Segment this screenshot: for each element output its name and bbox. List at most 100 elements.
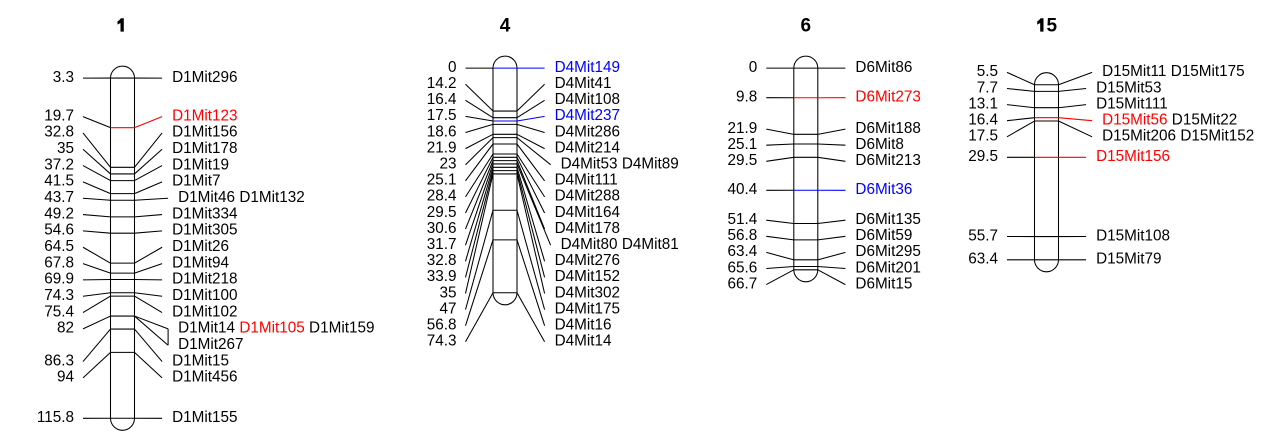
svg-text:33.9: 33.9 [427, 268, 457, 285]
svg-text:D6Mit59: D6Mit59 [855, 227, 912, 244]
svg-text:86.3: 86.3 [44, 352, 74, 369]
svg-text:D15Mit79: D15Mit79 [1096, 251, 1161, 268]
svg-text:D4Mit276: D4Mit276 [555, 252, 620, 269]
svg-text:D6Mit201: D6Mit201 [855, 259, 920, 276]
svg-text:94: 94 [57, 369, 75, 386]
svg-text:D4Mit111: D4Mit111 [555, 172, 618, 189]
svg-text:D1Mit334: D1Mit334 [172, 205, 238, 222]
svg-text:D4Mit164: D4Mit164 [555, 204, 621, 221]
svg-text:D1Mit46 D1Mit132: D1Mit46 D1Mit132 [178, 189, 305, 206]
svg-text:D6Mit86: D6Mit86 [855, 59, 912, 76]
svg-text:D1Mit305: D1Mit305 [172, 222, 237, 239]
svg-text:7.7: 7.7 [977, 79, 998, 96]
svg-text:0: 0 [749, 59, 758, 76]
svg-text:41.5: 41.5 [44, 173, 74, 190]
svg-text:D4Mit178: D4Mit178 [555, 220, 620, 237]
svg-text:D4Mit288: D4Mit288 [555, 188, 620, 205]
svg-text:31.7: 31.7 [427, 236, 457, 253]
svg-text:D15Mit206 D15Mit152: D15Mit206 D15Mit152 [1102, 128, 1254, 145]
svg-text:29.5: 29.5 [968, 148, 998, 165]
svg-text:13.1: 13.1 [968, 95, 998, 112]
svg-text:D1Mit7: D1Mit7 [172, 173, 220, 190]
svg-text:17.5: 17.5 [968, 128, 998, 145]
svg-text:56.8: 56.8 [728, 227, 758, 244]
svg-text:30.6: 30.6 [427, 220, 457, 237]
svg-text:75.4: 75.4 [44, 303, 74, 320]
svg-text:D6Mit135: D6Mit135 [855, 211, 920, 228]
svg-text:D1Mit267: D1Mit267 [178, 336, 243, 353]
svg-text:D4Mit152: D4Mit152 [555, 268, 620, 285]
svg-text:65.6: 65.6 [728, 259, 758, 276]
svg-text:6: 6 [801, 16, 812, 37]
svg-text:D4Mit108: D4Mit108 [555, 91, 620, 108]
svg-text:D4Mit237: D4Mit237 [555, 107, 620, 124]
svg-text:D6Mit188: D6Mit188 [855, 120, 920, 137]
svg-text:63.4: 63.4 [728, 243, 758, 260]
svg-text:23: 23 [439, 155, 456, 172]
svg-text:56.8: 56.8 [427, 316, 457, 333]
svg-text:D15Mit53: D15Mit53 [1096, 79, 1161, 96]
svg-text:D1Mit19: D1Mit19 [172, 156, 229, 173]
svg-text:D4Mit149: D4Mit149 [555, 59, 620, 76]
svg-text:51.4: 51.4 [728, 211, 758, 228]
svg-text:D1Mit156: D1Mit156 [172, 124, 237, 141]
svg-text:D1Mit100: D1Mit100 [172, 287, 237, 304]
svg-text:D4Mit80 D4Mit81: D4Mit80 D4Mit81 [561, 236, 679, 253]
svg-text:D4Mit41: D4Mit41 [555, 75, 612, 92]
svg-text:5: 5 [1047, 16, 1058, 37]
svg-text:29.5: 29.5 [427, 204, 457, 221]
svg-text:74.3: 74.3 [44, 287, 74, 304]
svg-text:69.9: 69.9 [44, 271, 74, 288]
svg-text:37.2: 37.2 [44, 156, 74, 173]
svg-text:17.5: 17.5 [427, 107, 457, 124]
svg-text:D1Mit155: D1Mit155 [172, 409, 237, 426]
svg-text:74.3: 74.3 [427, 333, 457, 350]
svg-text:63.4: 63.4 [968, 251, 998, 268]
svg-text:D15Mit11 D15Mit175: D15Mit11 D15Mit175 [1102, 63, 1245, 80]
svg-text:D1Mit456: D1Mit456 [172, 369, 237, 386]
svg-text:D4Mit53 D4Mit89: D4Mit53 D4Mit89 [561, 155, 679, 172]
svg-text:115.8: 115.8 [37, 409, 74, 426]
svg-text:21.9: 21.9 [427, 139, 457, 156]
svg-text:14.2: 14.2 [427, 75, 457, 92]
svg-text:49.2: 49.2 [44, 205, 74, 222]
svg-text:25.1: 25.1 [427, 172, 457, 189]
svg-text:D1Mit94: D1Mit94 [172, 254, 229, 271]
svg-text:5.5: 5.5 [977, 63, 998, 80]
svg-text:D1Mit218: D1Mit218 [172, 271, 237, 288]
svg-text:3.3: 3.3 [53, 69, 74, 86]
svg-text:D6Mit15: D6Mit15 [855, 275, 912, 292]
svg-text:55.7: 55.7 [968, 227, 998, 244]
svg-text:D4Mit16: D4Mit16 [555, 316, 612, 333]
svg-text:D15Mit108: D15Mit108 [1096, 227, 1170, 244]
svg-text:9.8: 9.8 [736, 88, 757, 105]
svg-text:D6Mit295: D6Mit295 [855, 243, 920, 260]
svg-text:D15Mit56 D15Mit22: D15Mit56 D15Mit22 [1102, 111, 1237, 128]
svg-text:16.4: 16.4 [968, 111, 998, 128]
svg-text:D6Mit273: D6Mit273 [855, 88, 920, 105]
svg-text:35: 35 [439, 284, 456, 301]
svg-text:35: 35 [57, 140, 74, 157]
svg-text:28.4: 28.4 [427, 188, 457, 205]
svg-text:67.8: 67.8 [44, 254, 74, 271]
svg-text:32.8: 32.8 [427, 252, 457, 269]
svg-text:D15Mit156: D15Mit156 [1096, 148, 1170, 165]
svg-text:D1Mit102: D1Mit102 [172, 303, 237, 320]
svg-text:D1Mit178: D1Mit178 [172, 140, 237, 157]
svg-text:D1Mit26: D1Mit26 [172, 238, 229, 255]
svg-text:0: 0 [448, 59, 457, 76]
svg-text:29.5: 29.5 [728, 152, 758, 169]
svg-text:D1Mit296: D1Mit296 [172, 69, 237, 86]
svg-text:21.9: 21.9 [728, 120, 758, 137]
svg-text:82: 82 [57, 320, 74, 337]
svg-text:25.1: 25.1 [728, 136, 758, 153]
svg-text:D6Mit8: D6Mit8 [855, 136, 903, 153]
svg-text:D15Mit111: D15Mit111 [1096, 95, 1168, 112]
svg-text:D4Mit302: D4Mit302 [555, 284, 620, 301]
svg-text:18.6: 18.6 [427, 123, 457, 140]
svg-text:D4Mit214: D4Mit214 [555, 139, 621, 156]
svg-text:40.4: 40.4 [728, 181, 758, 198]
svg-text:43.7: 43.7 [44, 189, 74, 206]
svg-text:D1Mit14 D1Mit105 D1Mit159: D1Mit14 D1Mit105 D1Mit159 [178, 320, 374, 337]
svg-text:4: 4 [500, 16, 511, 37]
